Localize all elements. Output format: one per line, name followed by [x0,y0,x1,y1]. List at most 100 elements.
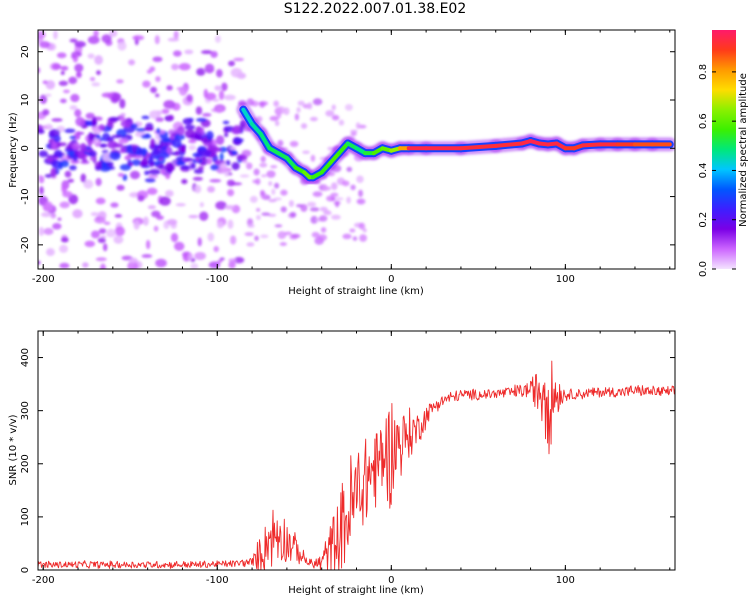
noise-blob [327,146,334,151]
noise-blob [317,234,328,241]
noise-blob [231,127,242,135]
noise-blob [88,150,97,157]
ridge-segment [241,107,255,127]
noise-blob [97,237,106,244]
noise-blob [260,234,269,239]
noise-blob [151,149,163,155]
noise-blob [358,222,366,230]
noise-blob [60,71,65,75]
colorbar-tick-label: 0.8 [698,64,709,80]
noise-blob [82,262,89,268]
noise-blob [79,143,87,152]
noise-blob [181,179,188,185]
noise-blob [271,188,276,195]
noise-blob [132,146,137,154]
noise-blob [223,94,236,101]
noise-blob [173,241,185,251]
noise-blob [171,63,179,71]
noise-blob [229,146,237,151]
noise-blob [249,195,258,203]
noise-blob [101,92,114,98]
noise-blob [231,150,238,156]
noise-blob [83,179,94,189]
noise-blob [194,251,206,261]
noise-blob [247,223,255,228]
noise-blob [349,228,356,233]
noise-blob [306,201,317,208]
noise-blob [70,93,80,103]
noise-blob [224,172,230,177]
spectrogram-heatmap [38,30,675,269]
noise-blob [53,149,63,158]
noise-blob [133,220,140,230]
noise-blob [109,151,121,161]
noise-blob [96,133,101,140]
noise-blob [199,202,204,208]
y-tick-label: 20 [20,45,31,58]
colorbar-tick-label: 0.4 [698,162,709,178]
noise-blob [229,235,237,245]
chart-title: S122.2022.007.01.38.E02 [283,1,467,17]
noise-blob [60,159,69,168]
noise-blob [359,234,368,242]
noise-blob [233,138,244,143]
noise-blob [357,199,363,204]
noise-blob [119,147,126,154]
noise-blob [148,168,161,176]
noise-blob [148,174,159,179]
noise-blob [261,212,271,216]
noise-blob [246,98,255,106]
noise-blob [184,49,194,55]
x-tick-label: 100 [556,575,575,586]
noise-blob [128,257,138,264]
noise-blob [38,260,41,265]
noise-blob [87,35,100,45]
noise-blob [122,174,128,181]
noise-blob [312,191,323,197]
snr-axes: -200 -100 0 100 0 100 200 300 400 [20,331,675,586]
y-tick-label: -20 [20,237,31,253]
noise-blob [155,117,164,122]
noise-blob [200,50,213,55]
x-tick-label: 100 [556,274,575,285]
noise-blob [230,67,243,78]
noise-blob [214,85,222,91]
noise-blob [268,181,273,186]
noise-blob [212,98,220,102]
noise-blob [323,211,332,216]
snr-y-label: SNR (10 * v/v) [8,414,19,485]
noise-blob [218,146,228,153]
noise-blob [219,152,224,161]
ridge-segment [580,142,603,148]
noise-blob [233,57,245,62]
noise-blob [205,92,217,101]
noise-blob [153,155,161,160]
noise-blob [197,237,202,247]
noise-blob [60,65,69,71]
noise-blob [101,34,112,43]
noise-blob [38,226,45,236]
noise-blob [38,30,46,39]
noise-blob [352,236,358,241]
noise-blob [187,252,193,261]
noise-blob [167,37,180,42]
noise-blob [218,90,225,101]
noise-blob [43,227,54,235]
noise-blob [199,211,209,221]
noise-blob [239,174,250,178]
noise-blob [57,217,62,221]
noise-blob [144,178,156,183]
snr-line-series [38,360,675,570]
noise-blob [309,207,320,212]
spectrogram-noise [38,30,368,269]
noise-blob [260,174,267,178]
colorbar-ticks: 0.0 0.2 0.4 0.6 0.8 [698,64,736,277]
noise-blob [165,172,171,180]
noise-blob [180,165,191,170]
noise-blob [110,92,122,102]
noise-blob [165,162,176,172]
noise-blob [279,242,287,246]
noise-blob [224,204,235,210]
noise-blob [222,120,230,125]
